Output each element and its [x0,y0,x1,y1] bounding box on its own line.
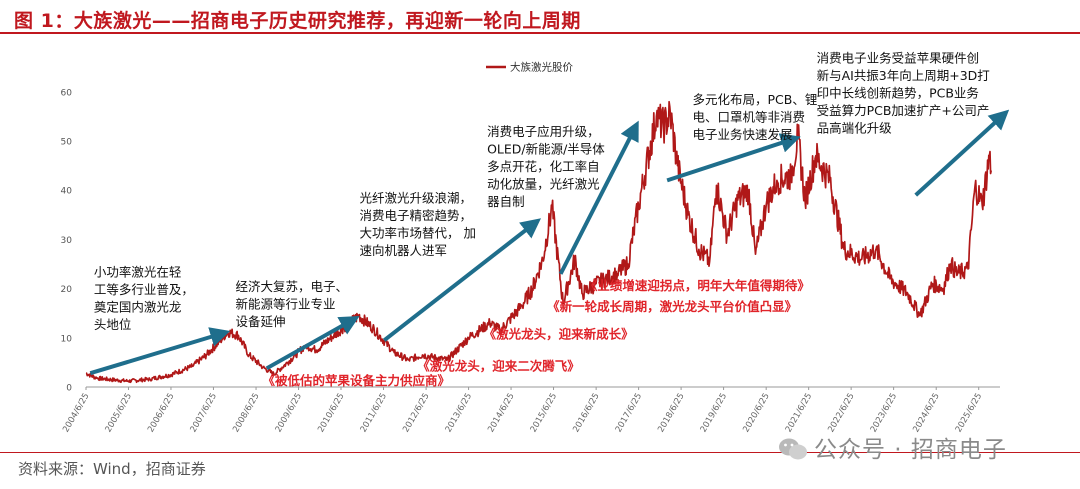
y-tick-label: 60 [61,88,73,98]
report-callout: 《业绩增速迎拐点，明年大年值得期待》 [585,278,810,293]
trend-arrow [558,120,639,275]
annotation-line: 设备延伸 [236,314,286,329]
annotation-line: 印中长线创新趋势，PCB业务 [817,85,979,100]
x-tick-label: 2012/6/25 [401,392,431,435]
trend-arrow [89,327,231,376]
trend-arrow [382,218,542,342]
report-callout: 《激光龙头，迎来二次腾飞》 [417,358,580,373]
x-tick-label: 2005/6/25 [104,392,134,435]
report-callout: 《新一轮成长周期，激光龙头平台价值凸显》 [547,299,797,314]
x-tick-label: 2017/6/25 [614,392,644,435]
trend-arrow [914,109,1010,197]
x-tick-label: 2019/6/25 [699,392,729,435]
annotation-line: 多点开花，化工率自 [487,159,600,174]
x-tick-label: 2024/6/25 [911,392,941,435]
source-rule [0,452,1080,453]
source-note: 资料来源：Wind，招商证券 [18,460,206,478]
annotation-line: 动化放量，光纤激光 [487,177,600,192]
annotation-line: 消费电子业务受益苹果硬件创 [817,50,980,65]
y-tick-label: 50 [61,138,73,148]
figure-title: 图 1：大族激光——招商电子历史研究推荐，再迎新一轮向上周期 [14,10,581,32]
x-tick-label: 2013/6/25 [444,392,474,435]
report-callout: 《被低估的苹果设备主力供应商》 [263,373,451,388]
wechat-icon [779,438,807,460]
report-callout: 《激光龙头，迎来新成长》 [484,326,634,341]
x-tick-label: 2007/6/25 [189,392,219,435]
x-tick-label: 2020/6/25 [741,392,771,435]
legend-label: 大族激光股价 [510,61,573,74]
x-tick-label: 2016/6/25 [571,392,601,435]
annotation-line: OLED/新能源/半导体 [487,142,605,157]
annotation-line: 器自制 [487,194,525,209]
annotation-line: 电子业务快速发展 [693,127,793,142]
annotation-line: 工等多行业普及， [94,282,194,297]
annotation-line: 新与AI共振3年向上周期+3D打 [817,68,990,83]
x-tick-label: 2010/6/25 [316,392,346,435]
x-tick-label: 2025/6/25 [954,392,984,435]
y-tick-label: 30 [61,236,73,246]
x-tick-label: 2006/6/25 [146,392,176,435]
x-tick-label: 2021/6/25 [784,392,814,435]
annotation-line: 新能源等行业专业 [236,297,336,312]
trend-arrow [265,315,360,371]
watermark-text: 公众号 · 招商电子 [814,437,1007,463]
x-tick-label: 2018/6/25 [656,392,686,435]
annotation-text-block: 消费电子应用升级， OLED/新能源/半导体多点开花，化工率自动化放量，光纤激光器… [487,124,605,209]
trend-arrow [666,133,801,183]
x-tick-label: 2015/6/25 [529,392,559,435]
y-tick-label: 20 [61,285,73,295]
report-callouts: 《被低估的苹果设备主力供应商》《激光龙头，迎来二次腾飞》 《激光龙头，迎来新成长》… [263,278,810,388]
annotation-line: 电、口罩机等非消费 [693,110,806,125]
y-tick-label: 10 [61,334,73,344]
x-tick-label: 2022/6/25 [826,392,856,435]
annotation-line: 头地位 [94,317,132,332]
annotation-line: 消费电子应用升级， [487,124,600,139]
x-tick-label: 2011/6/25 [359,392,389,435]
annotation-line: 品高端化升级 [817,120,893,135]
annotation-line: 经济大复苏，电子、 [236,279,349,294]
legend: 大族激光股价 [486,61,573,74]
x-tick-label: 2004/6/25 [61,392,91,435]
watermark: 公众号 · 招商电子 [778,430,1007,464]
x-tick-label: 2014/6/25 [486,392,516,435]
annotation-line: 大功率市场替代， 加 [360,226,476,241]
x-tick-label: 2009/6/25 [274,392,304,435]
annotation-line: 小功率激光在轻 [94,264,182,279]
title-rule [0,32,1080,34]
annotation-text-block: 消费电子业务受益苹果硬件创新与AI共振3年向上周期+3D打印中长线创新趋势，PC… [817,50,990,135]
annotation-line: 受益算力PCB加速扩产+公司产 [817,103,990,118]
x-tick-label: 2023/6/25 [869,392,899,435]
trend-arrows [89,109,1010,376]
annotation-line: 多元化布局，PCB、锂 [693,92,818,107]
y-tick-label: 40 [61,187,73,197]
annotation-line: 消费电子精密趋势， [360,208,473,223]
y-tick-label: 0 [66,384,72,394]
x-tick-label: 2008/6/25 [231,392,261,435]
annotation-line: 速向机器人进军 [360,243,448,258]
price-chart: 0 10 20 30 40 50 60 2004/6/25 2005/6/25 2006/6/25… [61,50,1010,435]
annotation-line: 奠定国内激光龙 [94,299,182,314]
series-layer [85,100,993,384]
annotation-line: 光纤激光升级浪潮， [360,191,473,206]
price-line [85,100,993,384]
